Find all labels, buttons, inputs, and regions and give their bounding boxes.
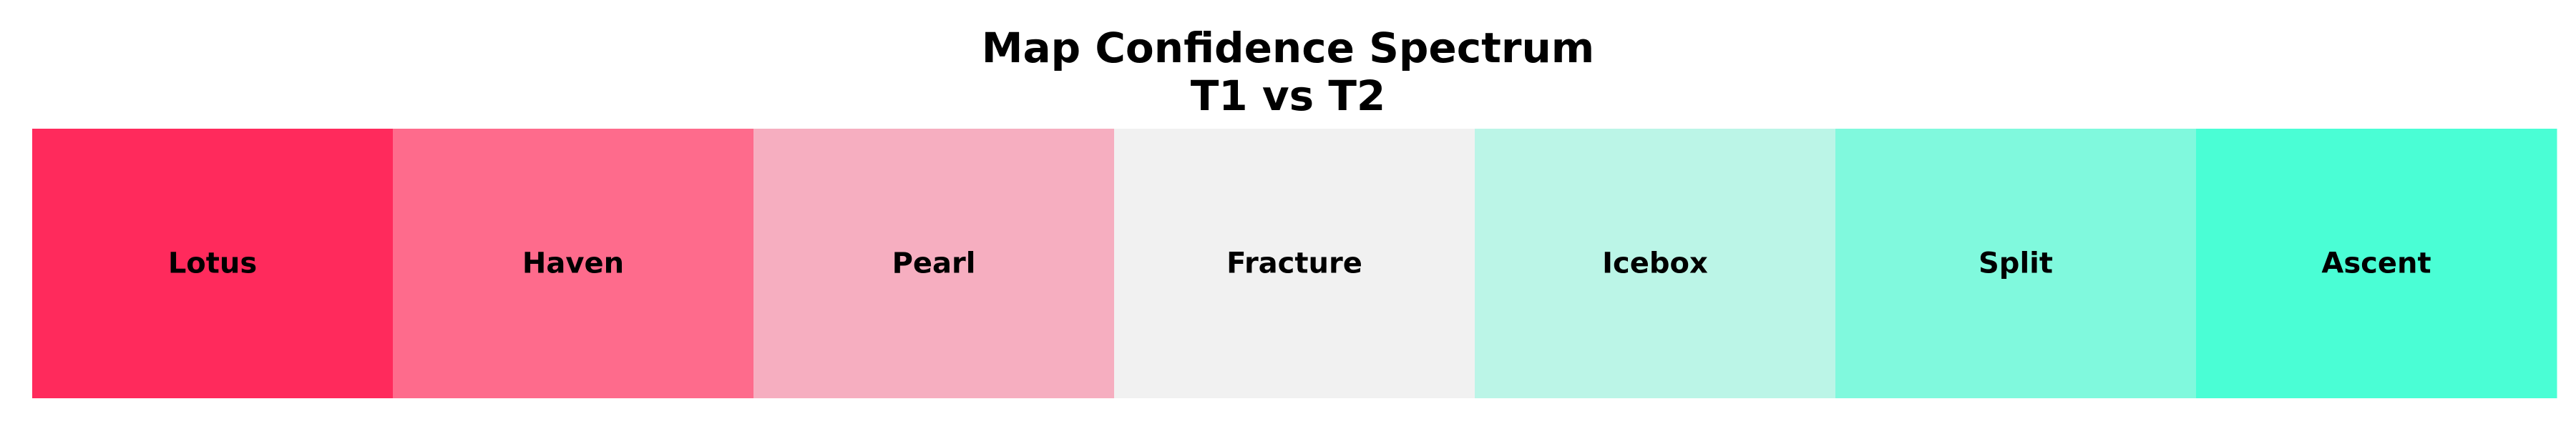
segment-lotus: [32, 129, 394, 398]
segment-label-split: Split: [1979, 247, 2053, 280]
segment-fracture: [1114, 129, 1475, 398]
segment-label-lotus: Lotus: [168, 247, 257, 280]
segment-split: [1835, 129, 2197, 398]
chart-subtitle: T1 vs T2: [1190, 72, 1386, 120]
segment-pearl: [753, 129, 1115, 398]
segment-ascent: [2196, 129, 2557, 398]
segment-label-icebox: Icebox: [1602, 247, 1708, 280]
segment-label-haven: Haven: [522, 247, 624, 280]
segment-label-fracture: Fracture: [1226, 247, 1362, 280]
segment-label-ascent: Ascent: [2321, 247, 2431, 280]
chart-title: Map Confidence Spectrum: [981, 24, 1595, 72]
segment-haven: [393, 129, 754, 398]
segment-icebox: [1475, 129, 1836, 398]
segment-label-pearl: Pearl: [892, 247, 976, 280]
chart-title-block: Map Confidence Spectrum T1 vs T2: [0, 24, 2576, 120]
